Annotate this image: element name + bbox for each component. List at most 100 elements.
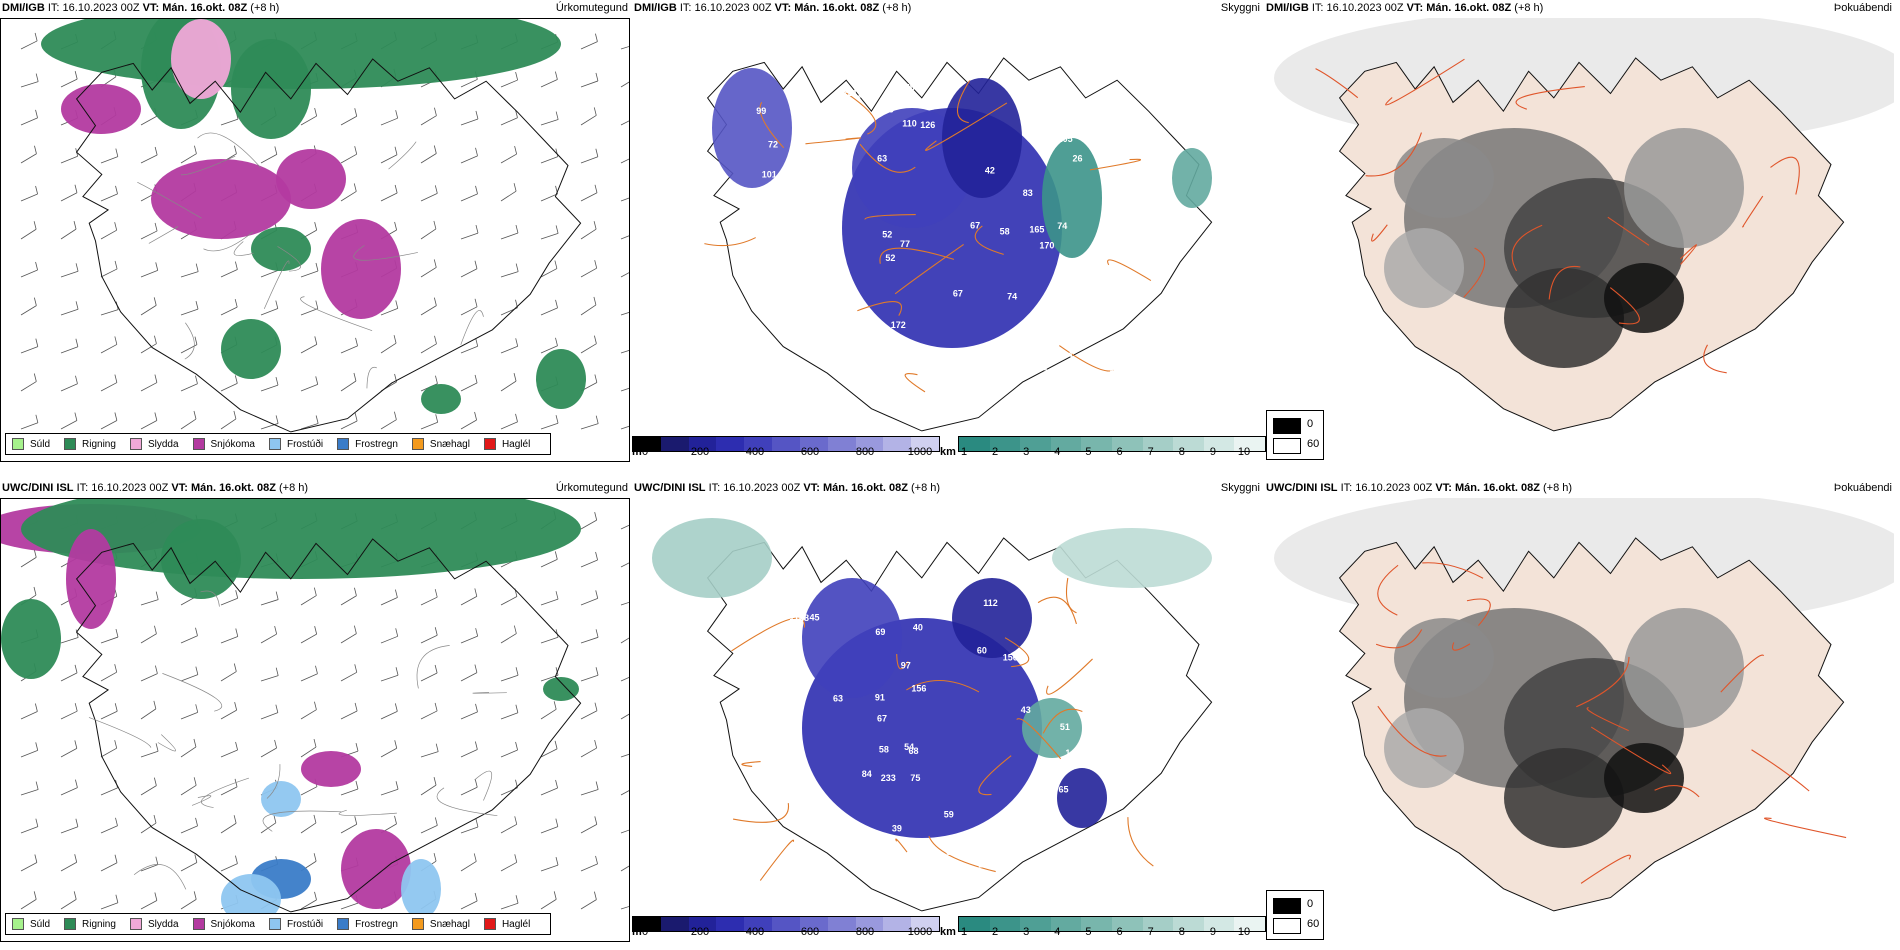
- legend-label: Frostregn: [355, 918, 398, 930]
- wind-barb-flag: [354, 702, 358, 712]
- wind-barb: [60, 672, 78, 682]
- wind-barb-flag: [555, 856, 559, 866]
- wind-barb: [100, 344, 118, 354]
- legend-item: Frostúði: [268, 918, 324, 930]
- wind-barb: [260, 154, 278, 164]
- visibility-value-label: 193: [743, 652, 758, 662]
- vt-value: Mán. 16.okt. 08Z: [1426, 2, 1512, 14]
- visibility-value-label: 126: [920, 120, 935, 130]
- wind-barb-flag: [314, 222, 318, 231]
- visibility-value-label: 77: [900, 239, 910, 249]
- wind-barb-flag: [434, 335, 437, 344]
- wind-barb: [100, 268, 118, 278]
- road-line: [180, 155, 236, 176]
- wind-barb-flag: [555, 148, 559, 157]
- wind-barb: [620, 562, 629, 568]
- wind-barb: [140, 230, 158, 240]
- wind-barb: [140, 750, 159, 758]
- road-line: [1377, 564, 1399, 616]
- wind-barb-flag: [314, 107, 318, 117]
- legend-label: Slydda: [147, 438, 179, 450]
- wind-barb-flag: [313, 814, 317, 824]
- precip-area: [1, 599, 61, 679]
- visibility-value-label: 52: [885, 253, 895, 263]
- visibility-value-label: 67: [970, 221, 980, 231]
- wind-barb: [220, 822, 237, 834]
- wind-barb-flag: [154, 892, 158, 901]
- wind-barb: [540, 787, 558, 796]
- wind-barb-flag: [115, 894, 119, 903]
- wind-barb: [220, 749, 238, 758]
- road-line: [978, 755, 1012, 796]
- wind-barb-flag: [553, 891, 557, 900]
- it-value: 16.10.2023 00Z: [1355, 482, 1433, 494]
- visibility-value-label: 42: [985, 166, 995, 176]
- wind-barb: [460, 79, 478, 88]
- wind-barb: [260, 308, 278, 316]
- wind-barb-flag: [75, 301, 79, 310]
- wind-barb-flag: [195, 627, 198, 636]
- wind-barb-flag: [474, 260, 478, 269]
- visibility-value-label: 74: [1057, 221, 1067, 231]
- colorbar-tick-label: 400: [745, 446, 765, 458]
- road-line: [338, 809, 397, 816]
- precip-map-svg: [20, 19, 629, 433]
- visibility-value-label: 68: [791, 678, 801, 688]
- wind-barb: [300, 673, 318, 682]
- wind-barb: [580, 156, 599, 164]
- legend-label: Frostúði: [286, 918, 324, 930]
- visibility-value-label: 99: [756, 106, 766, 116]
- wind-barb: [380, 788, 399, 796]
- precip-area: [421, 384, 461, 414]
- colorbar-tick-label: 8: [1178, 926, 1185, 938]
- legend-label: Snæhagl: [429, 918, 470, 930]
- fog-legend-max-swatch: [1273, 438, 1301, 454]
- wind-barb-flag: [393, 335, 397, 344]
- wind-barb-flag: [515, 263, 519, 272]
- wind-barb-flag: [515, 895, 519, 904]
- wind-barb-flag: [275, 667, 279, 676]
- panel-header: DMI/IGB IT: 16.10.2023 00Z VT: Mán. 16.o…: [1266, 2, 1892, 18]
- visibility-value-label: 59: [782, 653, 792, 663]
- wind-barb-flag: [594, 260, 598, 269]
- wind-barb: [580, 899, 597, 910]
- wind-barb-flag: [513, 183, 517, 192]
- precip-area: [61, 84, 141, 134]
- visibility-value-label: 144: [1058, 350, 1073, 360]
- colorbar-segment: [1234, 437, 1265, 451]
- wind-barb-flag: [315, 300, 319, 309]
- wind-barb-flag: [555, 779, 558, 789]
- wind-barb-flag: [195, 666, 199, 675]
- precip-area: [543, 677, 579, 701]
- wind-barb: [300, 899, 317, 910]
- colorbar-tick-label: 5: [1085, 446, 1092, 458]
- colorbar-tick-label: 0: [641, 926, 649, 938]
- road-line: [262, 810, 342, 832]
- colorbar-tick-label: 5: [1085, 926, 1092, 938]
- model-name: DMI/IGB: [634, 2, 677, 14]
- wind-barb: [460, 635, 478, 644]
- wind-barb-flag: [73, 221, 77, 230]
- road-line: [1463, 247, 1486, 298]
- visibility-value-label: 205: [1058, 134, 1073, 144]
- wind-barb: [140, 269, 158, 278]
- colorbar-tick-label: 600: [800, 446, 820, 458]
- visibility-map-svg: 22 126 108 221 22 74 26 205 99 208 144 50 101 55 63 79 6…: [704, 57, 1213, 432]
- road-line: [864, 214, 916, 221]
- visibility-value-label: 41: [1090, 254, 1100, 264]
- wind-barb: [100, 156, 118, 164]
- wind-barb-flag: [515, 741, 518, 751]
- wind-barb-flag: [273, 814, 277, 823]
- road-line: [266, 764, 281, 799]
- panel-title: Skyggni: [1220, 482, 1260, 494]
- visibility-value-label: 80: [791, 566, 801, 576]
- wind-barb-flag: [515, 413, 518, 422]
- wind-barb-flag: [274, 625, 278, 635]
- visibility-value-label: 67: [877, 713, 887, 723]
- wind-barb-flag: [595, 551, 598, 561]
- wind-barb-flag: [354, 816, 358, 825]
- wind-barb: [620, 790, 629, 796]
- wind-barb: [500, 232, 519, 240]
- colorbar-segment: [660, 437, 689, 451]
- wind-barb-flag: [75, 818, 79, 827]
